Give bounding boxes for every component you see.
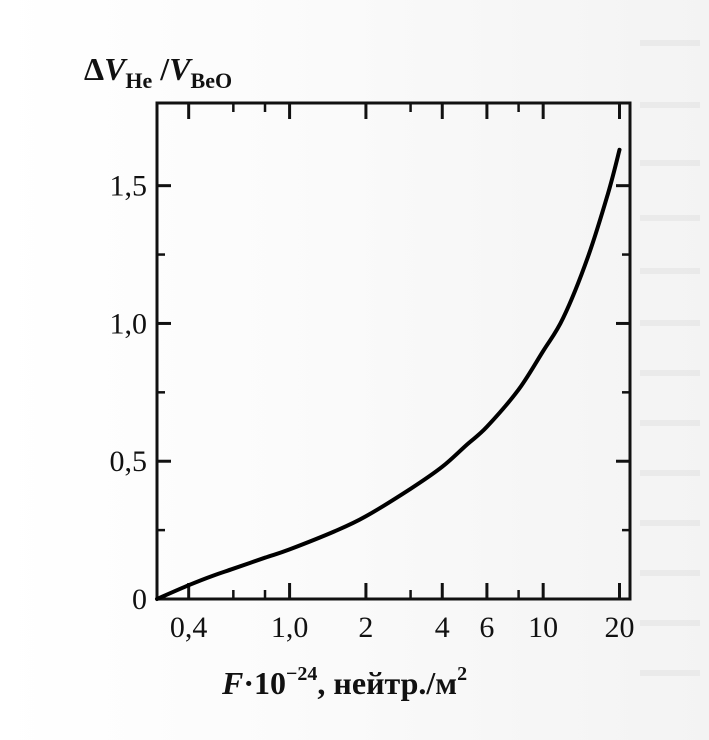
x-axis-title-unit-exp: 2 bbox=[457, 663, 467, 685]
y-axis-title: ΔVHe /VBeO bbox=[84, 51, 232, 93]
x-tick-label-4: 6 bbox=[479, 611, 494, 644]
ticks-group bbox=[157, 103, 630, 601]
y-axis-title-sub1: He bbox=[125, 68, 152, 93]
y-tick-label-2: 1,0 bbox=[110, 307, 148, 340]
plot-frame bbox=[155, 101, 632, 601]
bleed-through-decoration bbox=[640, 40, 700, 676]
x-tick-label-2: 2 bbox=[358, 611, 373, 644]
series-group bbox=[155, 147, 622, 601]
series-line-0 bbox=[155, 147, 622, 601]
x-tick-label-5: 10 bbox=[528, 611, 558, 644]
y-axis-title-slash: / bbox=[152, 51, 170, 87]
x-axis-title-unit: , нейтр./м bbox=[317, 665, 457, 701]
x-axis-title: F·10−24, нейтр./м2 bbox=[221, 663, 467, 701]
y-tick-label-1: 0,5 bbox=[110, 445, 148, 478]
x-tick-label-3: 4 bbox=[435, 611, 450, 644]
y-axis-title-sub2: BeO bbox=[191, 68, 233, 93]
x-tick-label-1: 1,0 bbox=[271, 611, 309, 644]
x-axis-title-dot: ·10 bbox=[243, 665, 286, 701]
x-tick-label-6: 20 bbox=[605, 611, 635, 644]
y-axis-title-delta: Δ bbox=[84, 51, 104, 87]
y-axis-title-v2: V bbox=[169, 51, 193, 87]
tick-labels-group: 0,4 1,0 2 4 6 10 20 0 0,5 1,0 1,5 bbox=[110, 170, 635, 644]
x-axis-title-exp: −24 bbox=[286, 663, 317, 685]
x-tick-label-0: 0,4 bbox=[170, 611, 208, 644]
y-tick-label-0: 0 bbox=[132, 583, 147, 616]
y-axis-title-v1: V bbox=[104, 51, 128, 87]
x-axis-title-f: F bbox=[221, 665, 243, 701]
y-tick-label-3: 1,5 bbox=[110, 170, 148, 203]
